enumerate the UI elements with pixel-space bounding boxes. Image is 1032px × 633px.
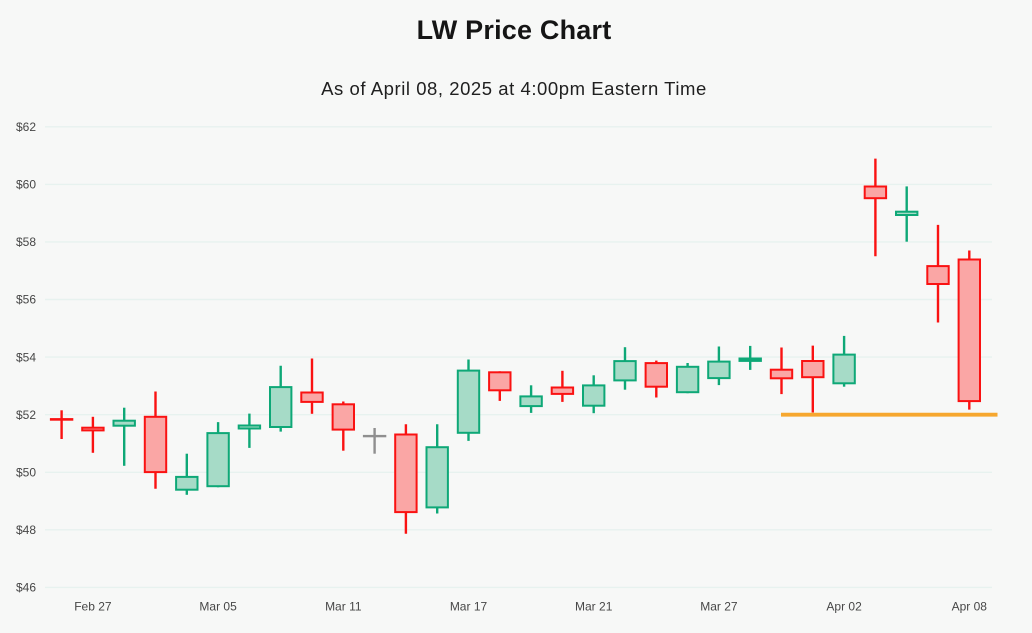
svg-text:Mar 05: Mar 05 [199,600,237,614]
svg-text:$56: $56 [16,293,36,307]
svg-text:Mar 11: Mar 11 [325,600,362,614]
svg-text:Apr 08: Apr 08 [952,600,988,614]
svg-text:$62: $62 [16,120,36,134]
svg-text:Apr 02: Apr 02 [826,600,862,614]
svg-text:$48: $48 [16,523,36,537]
svg-text:Mar 17: Mar 17 [450,600,488,614]
svg-text:Feb 27: Feb 27 [74,600,112,614]
svg-text:$60: $60 [16,178,36,192]
svg-text:$52: $52 [16,408,36,422]
svg-text:$58: $58 [16,235,36,249]
svg-text:Mar 27: Mar 27 [700,600,738,614]
svg-text:Mar 21: Mar 21 [575,600,613,614]
svg-text:$46: $46 [16,581,36,595]
svg-text:$50: $50 [16,466,36,480]
svg-text:$54: $54 [16,350,36,364]
